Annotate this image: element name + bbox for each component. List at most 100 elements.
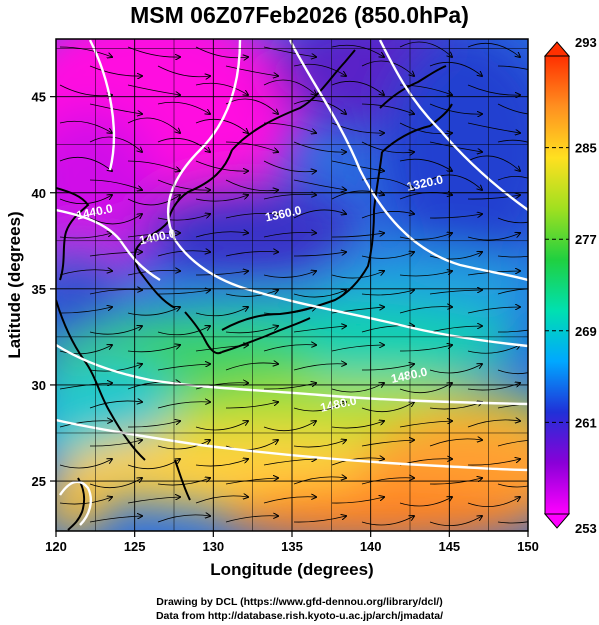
streamline [467, 307, 520, 314]
streamline [59, 270, 112, 276]
streamline [157, 179, 210, 190]
streamline [293, 364, 346, 371]
streamline [361, 252, 414, 259]
streamline [195, 82, 248, 95]
streamline [361, 478, 414, 485]
streamline [89, 65, 142, 76]
streamline [361, 290, 414, 296]
streamline [399, 233, 452, 240]
streamline [263, 160, 316, 172]
streamline [361, 326, 414, 333]
colorbar-label: 277 [575, 232, 597, 247]
streamline [497, 217, 528, 224]
streamline [497, 139, 528, 143]
streamline [195, 271, 248, 276]
streamline [195, 383, 248, 390]
streamline [225, 251, 278, 257]
streamline [263, 79, 316, 95]
colorbar-label: 269 [575, 324, 597, 339]
coastlines [56, 49, 453, 531]
streamline [225, 363, 278, 371]
streamline [467, 497, 520, 508]
streamline [127, 160, 180, 171]
y-axis: 25 30 35 40 45 [32, 90, 56, 489]
streamline [293, 516, 346, 523]
streamline [497, 176, 528, 181]
streamline [127, 270, 180, 276]
streamline [331, 497, 384, 504]
streamline [293, 179, 346, 190]
streamline [263, 271, 316, 278]
streamline [225, 213, 278, 219]
y-axis-title: Latitude (degrees) [5, 211, 24, 358]
streamline [263, 194, 316, 200]
streamline [59, 345, 112, 355]
streamline [467, 459, 520, 466]
streamline [467, 122, 520, 133]
streamline [225, 402, 278, 409]
streamline [195, 459, 248, 467]
map-grid [56, 39, 528, 531]
credit-data: Data from http://database.rish.kyoto-u.a… [155, 610, 444, 622]
streamline [331, 44, 384, 57]
streamline [263, 459, 316, 466]
streamline [89, 478, 142, 489]
streamline [157, 402, 210, 409]
streamline [59, 497, 112, 505]
streamline [225, 65, 278, 76]
streamline [89, 103, 142, 114]
streamline [127, 195, 180, 206]
streamline [89, 326, 142, 335]
streamline [399, 158, 452, 171]
streamline [293, 99, 346, 114]
streamline [225, 440, 278, 451]
streamline [89, 136, 142, 152]
streamline [497, 65, 528, 70]
streamline [429, 439, 482, 447]
streamline [293, 210, 346, 219]
streamline [89, 289, 142, 295]
y-tick-label: 30 [32, 378, 46, 393]
colorbar-label: 293 [575, 35, 597, 50]
streamline [467, 155, 520, 171]
streamline [157, 65, 210, 77]
streamline [293, 63, 346, 76]
colorbar: 293 285 277 269 261 253 [543, 35, 597, 536]
streamline [399, 497, 452, 507]
streamline [293, 326, 346, 333]
streamline [89, 401, 142, 409]
streamline [331, 271, 384, 279]
streamline [429, 516, 482, 527]
streamline [467, 345, 520, 354]
streamline [399, 307, 452, 314]
x-tick-label: 145 [438, 539, 460, 554]
streamline [399, 345, 452, 352]
streamline [497, 103, 528, 115]
streamline [331, 80, 384, 95]
streamline [127, 307, 180, 316]
streamline [497, 440, 528, 447]
x-axis: 120 125 130 135 140 145 150 [45, 531, 539, 554]
streamline [467, 195, 520, 200]
streamline [157, 137, 210, 152]
streamline [225, 179, 278, 191]
streamline [361, 211, 414, 219]
streamline [293, 440, 346, 448]
streamline [127, 117, 180, 133]
streamline [331, 458, 384, 466]
streamline [127, 345, 180, 353]
streamline [429, 326, 482, 333]
colorbar-label: 261 [575, 415, 597, 430]
streamline [263, 421, 316, 432]
streamline [293, 477, 346, 485]
height-contours [56, 39, 528, 526]
streamline [89, 252, 142, 257]
x-tick-label: 130 [202, 539, 224, 554]
streamline [429, 290, 482, 295]
streamline [59, 421, 112, 428]
streamline [331, 421, 384, 429]
streamline [157, 440, 210, 450]
colorbar-label: 253 [575, 521, 597, 536]
streamline [195, 195, 248, 202]
x-tick-label: 150 [517, 539, 539, 554]
